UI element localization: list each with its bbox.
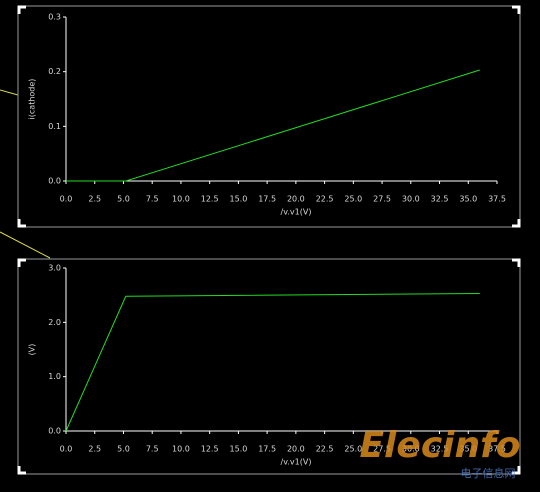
x-tick-label: 0.0 — [60, 445, 73, 454]
x-tick-label: 32.5 — [431, 195, 449, 204]
watermark-subtext: 电子信息网 — [461, 466, 516, 480]
x-tick-label: 17.5 — [258, 195, 276, 204]
y-tick-label: 3.0 — [48, 264, 61, 273]
x-tick-label: 25.0 — [344, 445, 362, 454]
y-tick-label: 0.1 — [48, 122, 61, 131]
x-tick-label: 30.0 — [402, 445, 420, 454]
x-tick-label: 7.5 — [146, 445, 159, 454]
x-tick-label: 32.5 — [431, 445, 449, 454]
x-tick-label: 20.0 — [287, 445, 305, 454]
x-axis-label: /v.v1(V) — [281, 458, 312, 467]
x-tick-label: 2.5 — [88, 195, 101, 204]
series-line — [65, 293, 480, 432]
selection-corners — [17, 258, 521, 475]
x-tick-label: 12.5 — [201, 445, 219, 454]
x-tick-label: 12.5 — [201, 195, 219, 204]
y-tick-label: 1.0 — [48, 372, 61, 381]
panel-frame — [17, 258, 521, 475]
x-axis-label: /v.v1(V) — [281, 208, 312, 217]
x-tick-label: 35.0 — [459, 195, 477, 204]
y-tick-label: 0.0 — [48, 177, 61, 186]
selection-corners — [17, 5, 521, 228]
x-tick-label: 25.0 — [344, 195, 362, 204]
x-tick-label: 15.0 — [229, 445, 247, 454]
x-tick-label: 7.5 — [146, 195, 159, 204]
x-tick-label: 5.0 — [117, 445, 130, 454]
x-tick-label: 22.5 — [316, 445, 334, 454]
x-tick-label: 10.0 — [172, 445, 190, 454]
x-tick-label: 37.5 — [488, 195, 506, 204]
y-tick-label: 2.0 — [48, 318, 61, 327]
y-tick-label: 0.2 — [48, 67, 61, 76]
y-tick-label: 0.3 — [48, 13, 61, 22]
x-tick-label: 17.5 — [258, 445, 276, 454]
x-tick-label: 20.0 — [287, 195, 305, 204]
panel-frame — [17, 5, 521, 228]
series-line — [66, 69, 480, 182]
connector — [0, 231, 51, 259]
x-tick-label: 30.0 — [402, 195, 420, 204]
x-tick-label: 5.0 — [117, 195, 130, 204]
x-tick-label: 22.5 — [316, 195, 334, 204]
x-tick-label: 10.0 — [172, 195, 190, 204]
x-tick-label: 35.0 — [459, 445, 477, 454]
x-tick-label: 27.5 — [373, 445, 391, 454]
x-tick-label: 27.5 — [373, 195, 391, 204]
y-axis-label: (V) — [28, 344, 37, 356]
x-tick-label: 0.0 — [60, 195, 73, 204]
y-tick-label: 0.0 — [48, 427, 61, 436]
x-tick-label: 2.5 — [88, 445, 101, 454]
y-axis-label: i(cathode) — [28, 79, 37, 120]
x-tick-label: 37.5 — [488, 445, 506, 454]
x-tick-label: 15.0 — [229, 195, 247, 204]
watermark: Elecinfo — [359, 425, 520, 466]
connector — [0, 89, 19, 96]
